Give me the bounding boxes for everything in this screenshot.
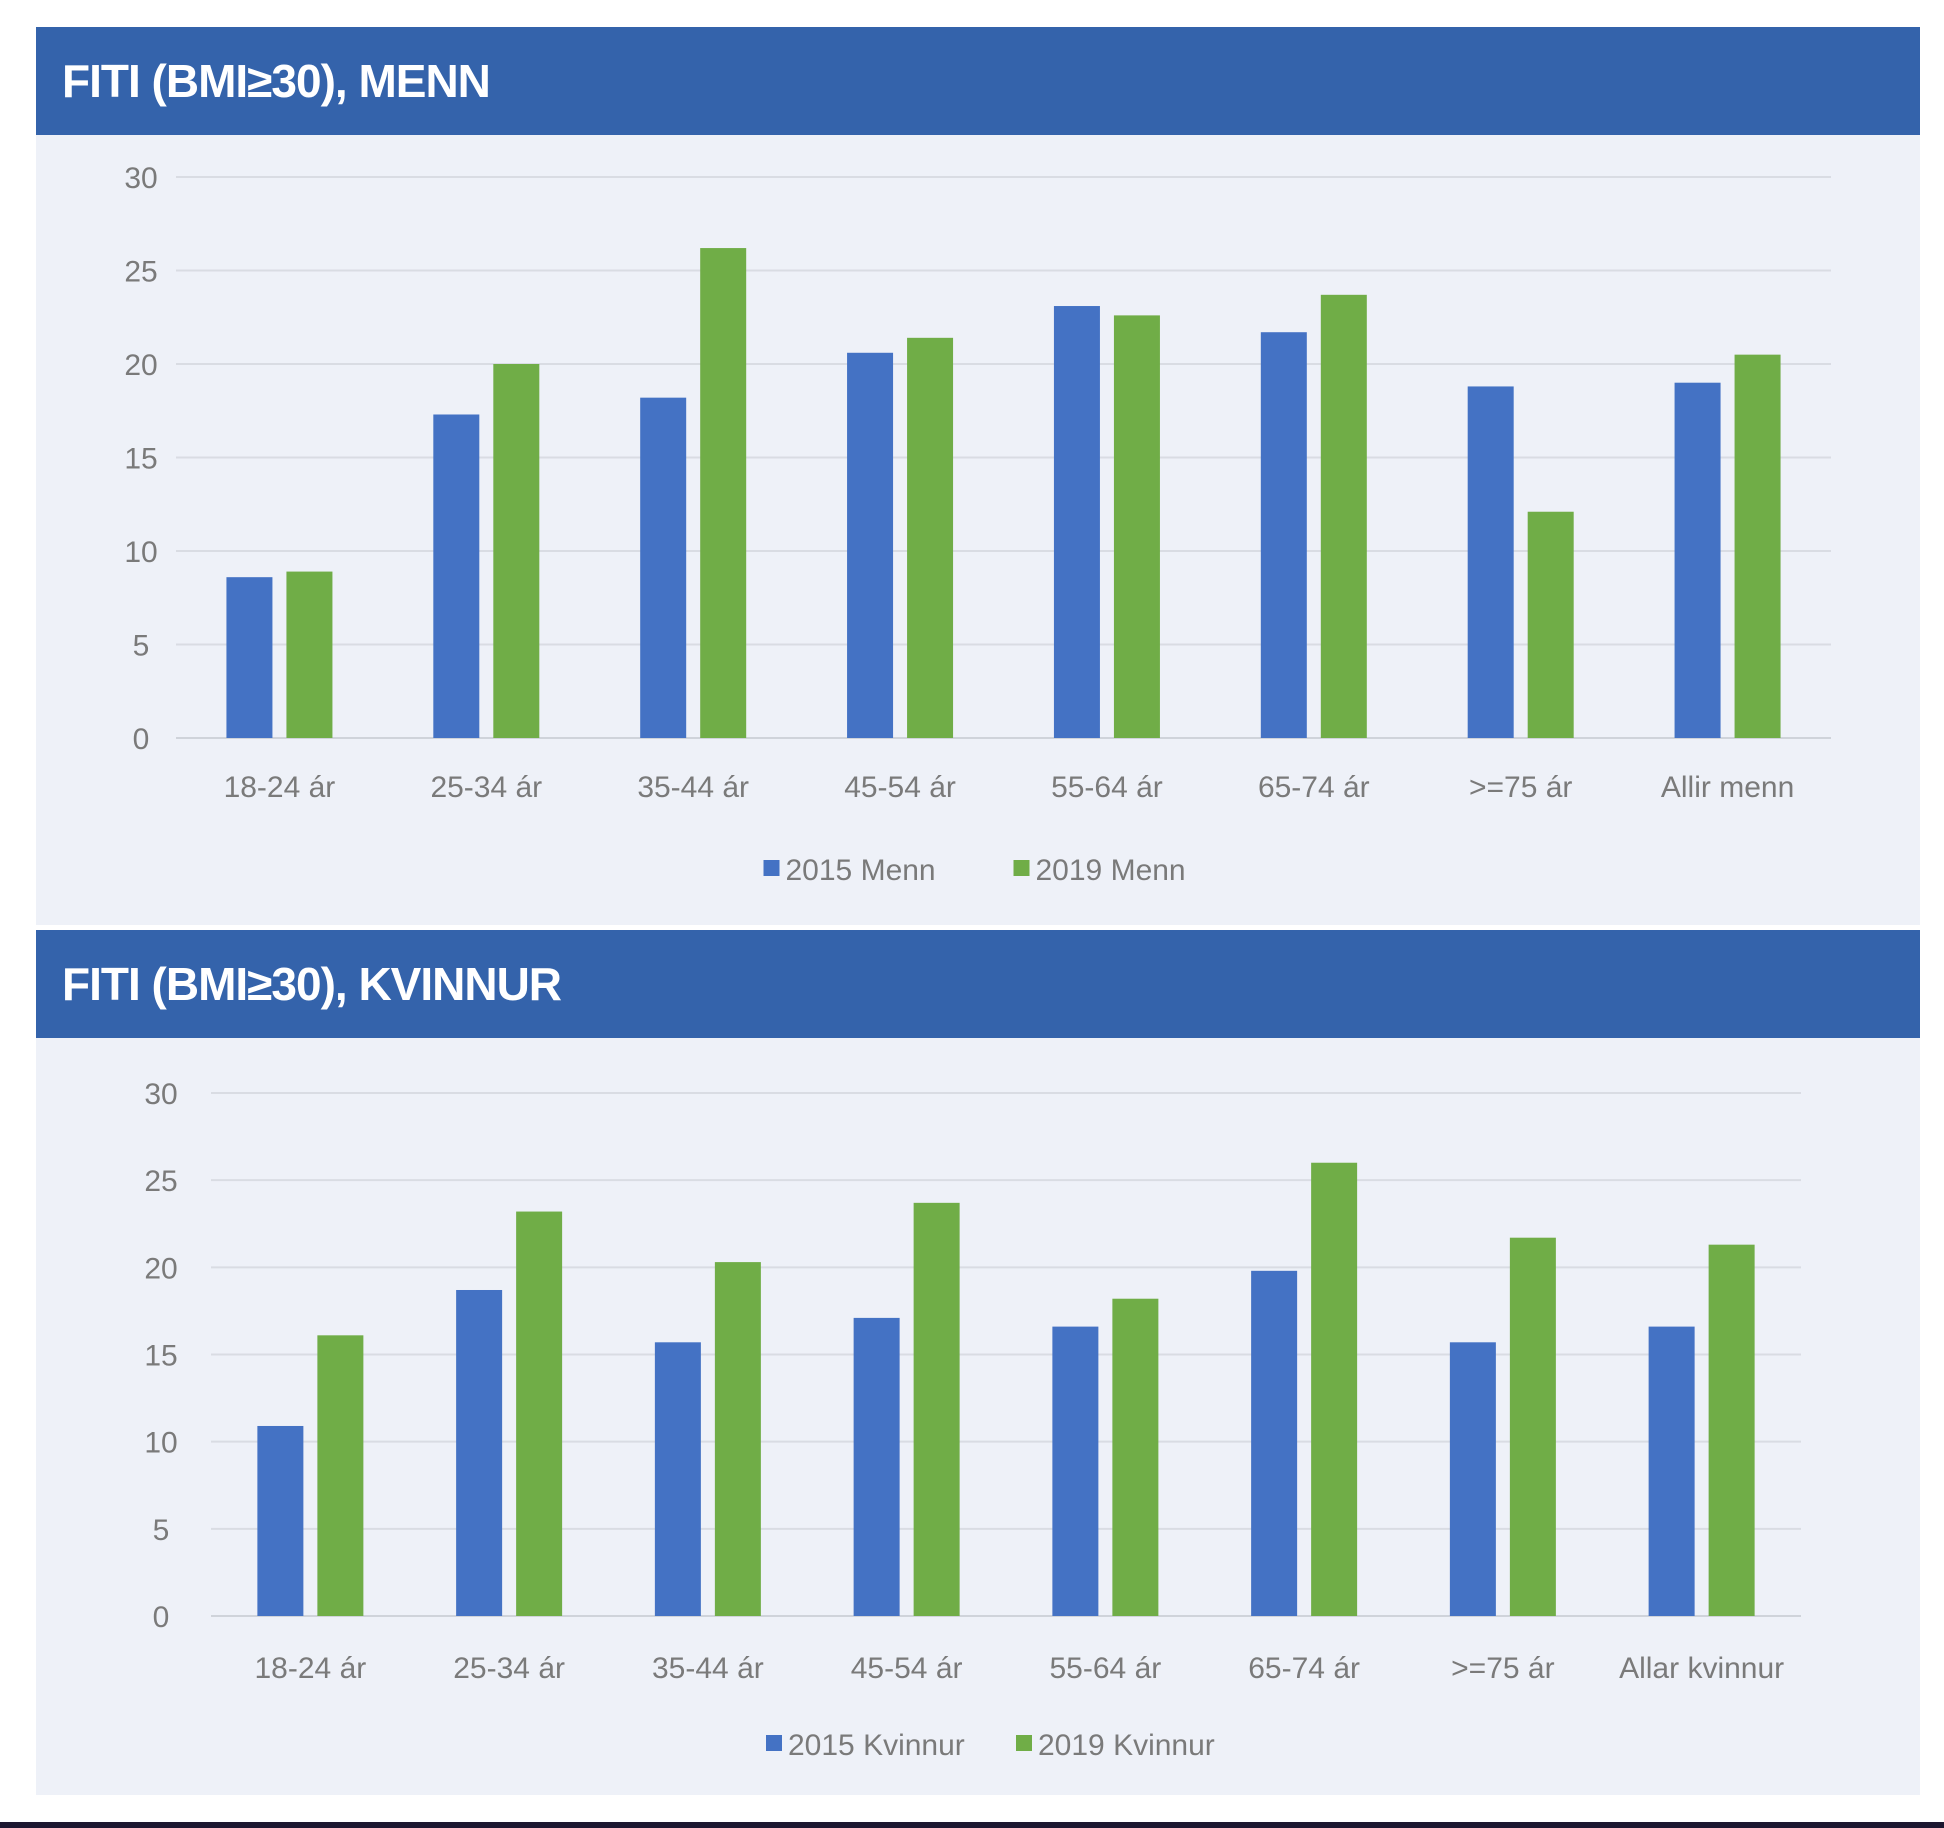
bar-2015-kvinnur <box>1052 1326 1099 1616</box>
bar-2015-menn <box>1674 382 1721 738</box>
x-tick-label: 25-34 ár <box>453 1652 565 1685</box>
y-tick-label: 25 <box>144 1165 177 1198</box>
bar-2019-kvinnur <box>516 1211 563 1616</box>
bar-2015-menn <box>1053 306 1100 738</box>
y-tick-label: 0 <box>153 1601 170 1634</box>
bar-2019-kvinnur <box>913 1202 960 1616</box>
y-tick-label: 10 <box>124 536 157 569</box>
y-tick-label: 10 <box>144 1427 177 1460</box>
y-tick-label: 30 <box>124 162 157 195</box>
bar-2019-kvinnur <box>1112 1298 1159 1616</box>
bar-2019-menn <box>1527 511 1574 738</box>
x-tick-label: 45-54 ár <box>851 1652 963 1685</box>
legend-swatch <box>1016 1735 1032 1751</box>
y-tick-label: 0 <box>133 723 150 756</box>
legend-label: 2015 Menn <box>786 854 936 887</box>
bar-2015-menn <box>433 414 480 738</box>
bar-2019-menn <box>1113 315 1160 738</box>
x-tick-label: 55-64 ár <box>1051 771 1163 804</box>
chart-title-women: FITI (BMI≥30), KVINNUR <box>36 930 1920 1038</box>
legend-label: 2019 Menn <box>1036 854 1186 887</box>
bar-2019-kvinnur <box>317 1335 364 1616</box>
x-tick-label: 65-74 ár <box>1258 771 1370 804</box>
x-tick-label: 55-64 ár <box>1050 1652 1162 1685</box>
y-tick-label: 5 <box>133 630 150 663</box>
bottom-bar <box>0 1822 1944 1828</box>
bar-2015-kvinnur <box>1251 1270 1298 1616</box>
bar-2019-kvinnur <box>714 1262 761 1616</box>
y-tick-label: 15 <box>124 443 157 476</box>
chart-title-men: FITI (BMI≥30), MENN <box>36 27 1920 135</box>
x-tick-label: 18-24 ár <box>255 1652 367 1685</box>
bar-2019-menn <box>493 364 540 738</box>
bar-2015-menn <box>640 397 687 738</box>
bar-chart-women: 0 5 10 15 20 25 30 18-24 ár 25-34 ár 35-44 ár 45-5… <box>144 1078 1801 1762</box>
legend-label: 2019 Kvinnur <box>1038 1729 1215 1762</box>
bar-2015-kvinnur <box>456 1289 503 1616</box>
bar-2015-menn <box>1260 332 1307 738</box>
y-tick-label: 20 <box>124 349 157 382</box>
x-tick-label: 35-44 ár <box>652 1652 764 1685</box>
bar-2019-menn <box>907 337 954 738</box>
legend-swatch <box>763 860 780 876</box>
bar-2019-kvinnur <box>1311 1162 1358 1616</box>
y-tick-label: 25 <box>124 256 157 289</box>
bar-2019-menn <box>286 571 333 738</box>
bar-2019-menn <box>1734 354 1781 738</box>
x-tick-label: 35-44 ár <box>637 771 749 804</box>
x-tick-label: 65-74 ár <box>1248 1652 1360 1685</box>
bar-2015-kvinnur <box>1449 1342 1496 1616</box>
x-tick-label: >=75 ár <box>1451 1652 1554 1685</box>
y-tick-label: 20 <box>144 1252 177 1285</box>
legend-label: 2015 Kvinnur <box>788 1729 965 1762</box>
y-tick-label: 15 <box>144 1340 177 1373</box>
bar-2019-kvinnur <box>1708 1244 1755 1616</box>
bar-2015-kvinnur <box>1648 1326 1695 1616</box>
bar-2019-kvinnur <box>1509 1237 1556 1616</box>
y-tick-label: 30 <box>144 1078 177 1111</box>
bar-2015-kvinnur <box>257 1425 304 1616</box>
x-tick-label: >=75 ár <box>1469 771 1572 804</box>
x-tick-label: 25-34 ár <box>430 771 542 804</box>
bar-2015-kvinnur <box>853 1317 900 1616</box>
bar-2015-menn <box>226 577 273 738</box>
x-tick-label: Allir menn <box>1661 771 1794 804</box>
bar-2015-menn <box>1467 386 1514 738</box>
bar-2015-kvinnur <box>654 1342 701 1616</box>
bar-2015-menn <box>847 352 894 738</box>
bar-2019-menn <box>700 248 747 738</box>
x-tick-label: Allar kvinnur <box>1619 1652 1784 1685</box>
y-tick-label: 5 <box>153 1514 170 1547</box>
bar-chart-men: 0 5 10 15 20 25 30 18-24 ár 25-34 ár 35-44 ár 45-5… <box>124 162 1831 887</box>
x-tick-label: 45-54 ár <box>844 771 956 804</box>
chart-panel-men: 0 5 10 15 20 25 30 18-24 ár 25-34 ár 35-44 ár 45-5… <box>36 135 1920 925</box>
chart-panel-women: 0 5 10 15 20 25 30 18-24 ár 25-34 ár 35-44 ár 45-5… <box>36 1038 1920 1795</box>
x-tick-label: 18-24 ár <box>224 771 336 804</box>
bar-2019-menn <box>1320 294 1367 738</box>
legend-swatch <box>766 1735 782 1751</box>
legend-swatch <box>1013 860 1030 876</box>
